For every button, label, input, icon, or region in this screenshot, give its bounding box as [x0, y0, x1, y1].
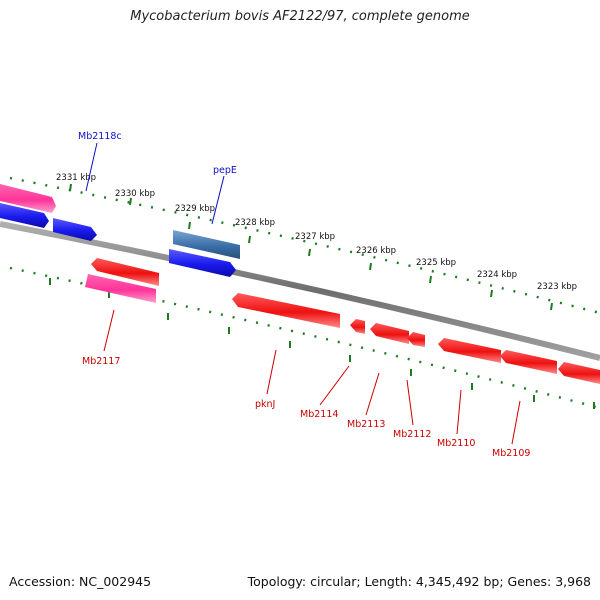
- gene-Mb2112: [407, 332, 425, 347]
- leader-line: [103, 309, 115, 352]
- scale-label: 2324 kbp: [477, 270, 517, 280]
- scale-label: 2328 kbp: [235, 218, 275, 228]
- gene-label-Mb2113: Mb2113: [347, 419, 385, 430]
- lower-major-ticks: [49, 278, 595, 409]
- reverse-gene-labels: Mb2117 pknJ Mb2114 Mb2113 Mb2112 Mb2110 …: [82, 356, 530, 459]
- forward-label-lines: [85, 142, 225, 225]
- gene-label-Mb2118c: Mb2118c: [78, 131, 122, 142]
- forward-gene-labels: Mb2118c pepE: [78, 131, 237, 176]
- forward-strand-genes: [0, 184, 240, 277]
- gene-label-Mb2110: Mb2110: [437, 438, 475, 449]
- upper-tick: [188, 221, 191, 230]
- upper-major-ticks: [69, 183, 553, 311]
- accession-text: Accession: NC_002945: [9, 574, 152, 589]
- scale-label: 2331 kbp: [56, 173, 96, 183]
- gene-label-Mb2114: Mb2114: [300, 409, 338, 420]
- leader-line: [456, 389, 462, 435]
- upper-scale-track: [9, 176, 600, 315]
- gene-pepE: [173, 230, 240, 259]
- scale-label: 2327 kbp: [295, 232, 335, 242]
- upper-tick: [308, 248, 311, 257]
- upper-tick: [429, 275, 432, 284]
- leader-line: [211, 175, 225, 225]
- leader-line: [266, 349, 277, 395]
- gene-label-Mb2112: Mb2112: [393, 429, 431, 440]
- upper-tick: [248, 235, 251, 244]
- reverse-strand-genes: [85, 258, 600, 384]
- gene-label-pepE: pepE: [213, 165, 237, 176]
- leader-line: [319, 365, 350, 406]
- gene-reverse: [558, 362, 600, 384]
- gene-Mb2110: [438, 338, 501, 363]
- upper-tick: [69, 183, 72, 192]
- reverse-label-lines: [103, 309, 521, 445]
- gene-label-Mb2117: Mb2117: [82, 356, 120, 367]
- gene-forward: [169, 249, 236, 277]
- leader-line: [85, 142, 98, 192]
- gene-reverse: [500, 350, 557, 374]
- leader-line: [511, 400, 521, 445]
- scale-label: 2330 kbp: [115, 189, 155, 199]
- gene-reverse: [91, 258, 159, 286]
- scale-label: 2326 kbp: [356, 246, 396, 256]
- gene-Mb2114: [350, 319, 365, 334]
- upper-tick: [129, 197, 132, 206]
- leader-line: [365, 372, 380, 416]
- gene-label-pknJ: pknJ: [255, 399, 275, 410]
- gene-label-Mb2109: Mb2109: [492, 448, 530, 459]
- scale-label: 2329 kbp: [175, 204, 215, 214]
- upper-tick: [369, 262, 372, 271]
- upper-tick: [490, 289, 493, 298]
- scale-label: 2323 kbp: [537, 282, 577, 292]
- gene-pseudo-reverse: [85, 274, 156, 303]
- gene-forward: [0, 203, 49, 228]
- scale-label: 2325 kbp: [416, 258, 456, 268]
- upper-tick: [550, 302, 553, 311]
- gene-Mb2113: [370, 323, 409, 344]
- genome-summary-text: Topology: circular; Length: 4,345,492 bp…: [247, 574, 591, 589]
- leader-line: [406, 379, 414, 426]
- gene-pknJ: [232, 293, 340, 328]
- gene-forward: [53, 218, 97, 241]
- upper-scale-labels: 2331 kbp 2330 kbp 2329 kbp 2328 kbp 2327…: [56, 173, 577, 292]
- genome-backbone: [0, 221, 600, 361]
- map-title: Mycobacterium bovis AF2122/97, complete …: [130, 9, 470, 24]
- gene-pseudo-forward: [0, 184, 56, 213]
